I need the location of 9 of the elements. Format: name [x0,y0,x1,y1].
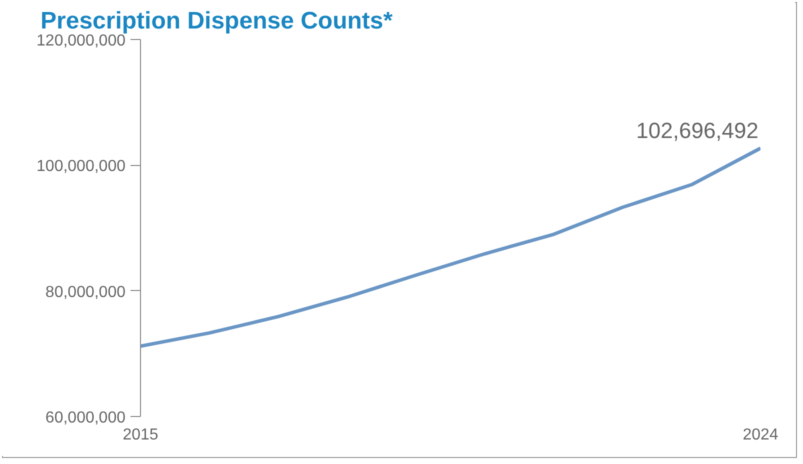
y-tick-label: 100,000,000 [36,158,126,176]
data-label: 102,696,492 [636,118,758,144]
x-tick-label: 2024 [742,426,778,444]
y-tick-label: 80,000,000 [45,284,126,301]
y-tick-label: 120,000,000 [36,32,126,50]
x-tick-label: 2015 [122,426,158,444]
line-series [140,146,760,348]
chart-title: Prescription Dispense Counts* [40,8,394,34]
y-tick-label: 60,000,000 [45,410,126,426]
